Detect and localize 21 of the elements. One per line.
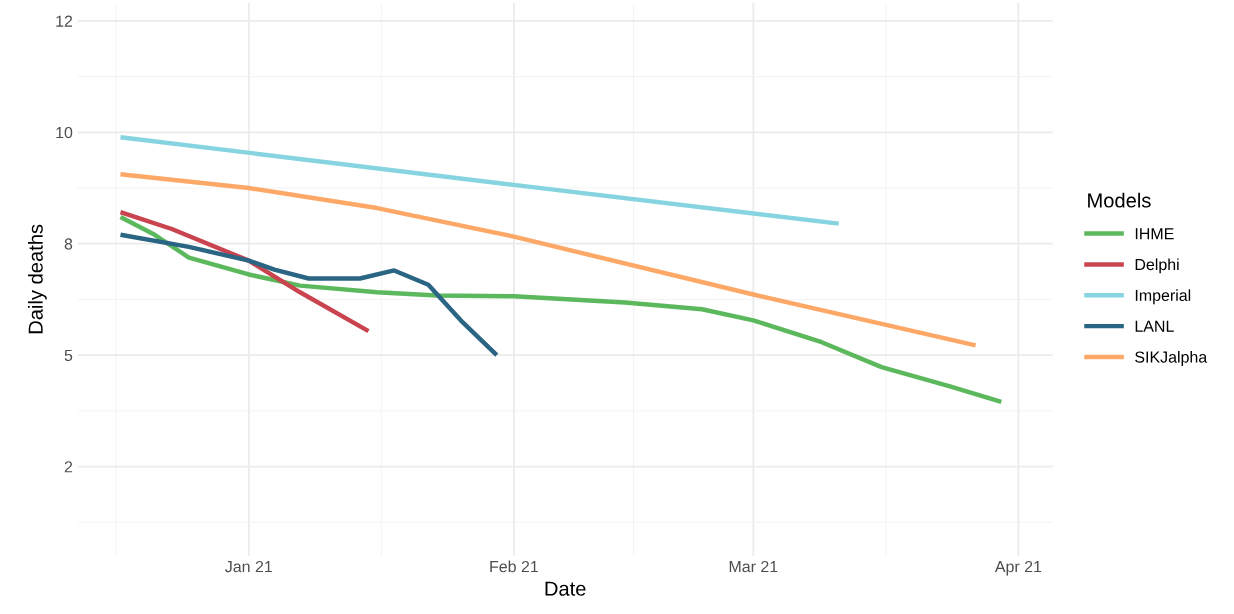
line-series [118,232,499,358]
x-tick-label: Mar 21 [729,560,778,573]
y-tick-label: 10 [56,126,73,139]
y-axis-title: Daily deaths [28,224,47,334]
x-axis-title: Date [545,581,586,596]
line-series [118,209,371,334]
line-series [118,171,978,348]
legend-label: LANL [1135,320,1174,332]
legend-title: Models [1088,192,1151,208]
y-tick-label: 8 [64,238,73,250]
y-tick-label: 12 [56,15,73,27]
x-tick-label: Jan 21 [225,560,272,573]
legend-label: Delphi [1135,258,1179,274]
legend-label: SIKJalpha [1135,351,1208,366]
y-tick-label: 2 [64,461,73,473]
line-series [118,214,1004,405]
legend-label: Imperial [1135,289,1191,305]
x-tick-label: Apr 21 [994,560,1042,576]
x-tick-label: Feb 21 [490,560,538,573]
legend-label: IHME [1135,228,1174,240]
y-tick-label: 5 [64,349,73,362]
